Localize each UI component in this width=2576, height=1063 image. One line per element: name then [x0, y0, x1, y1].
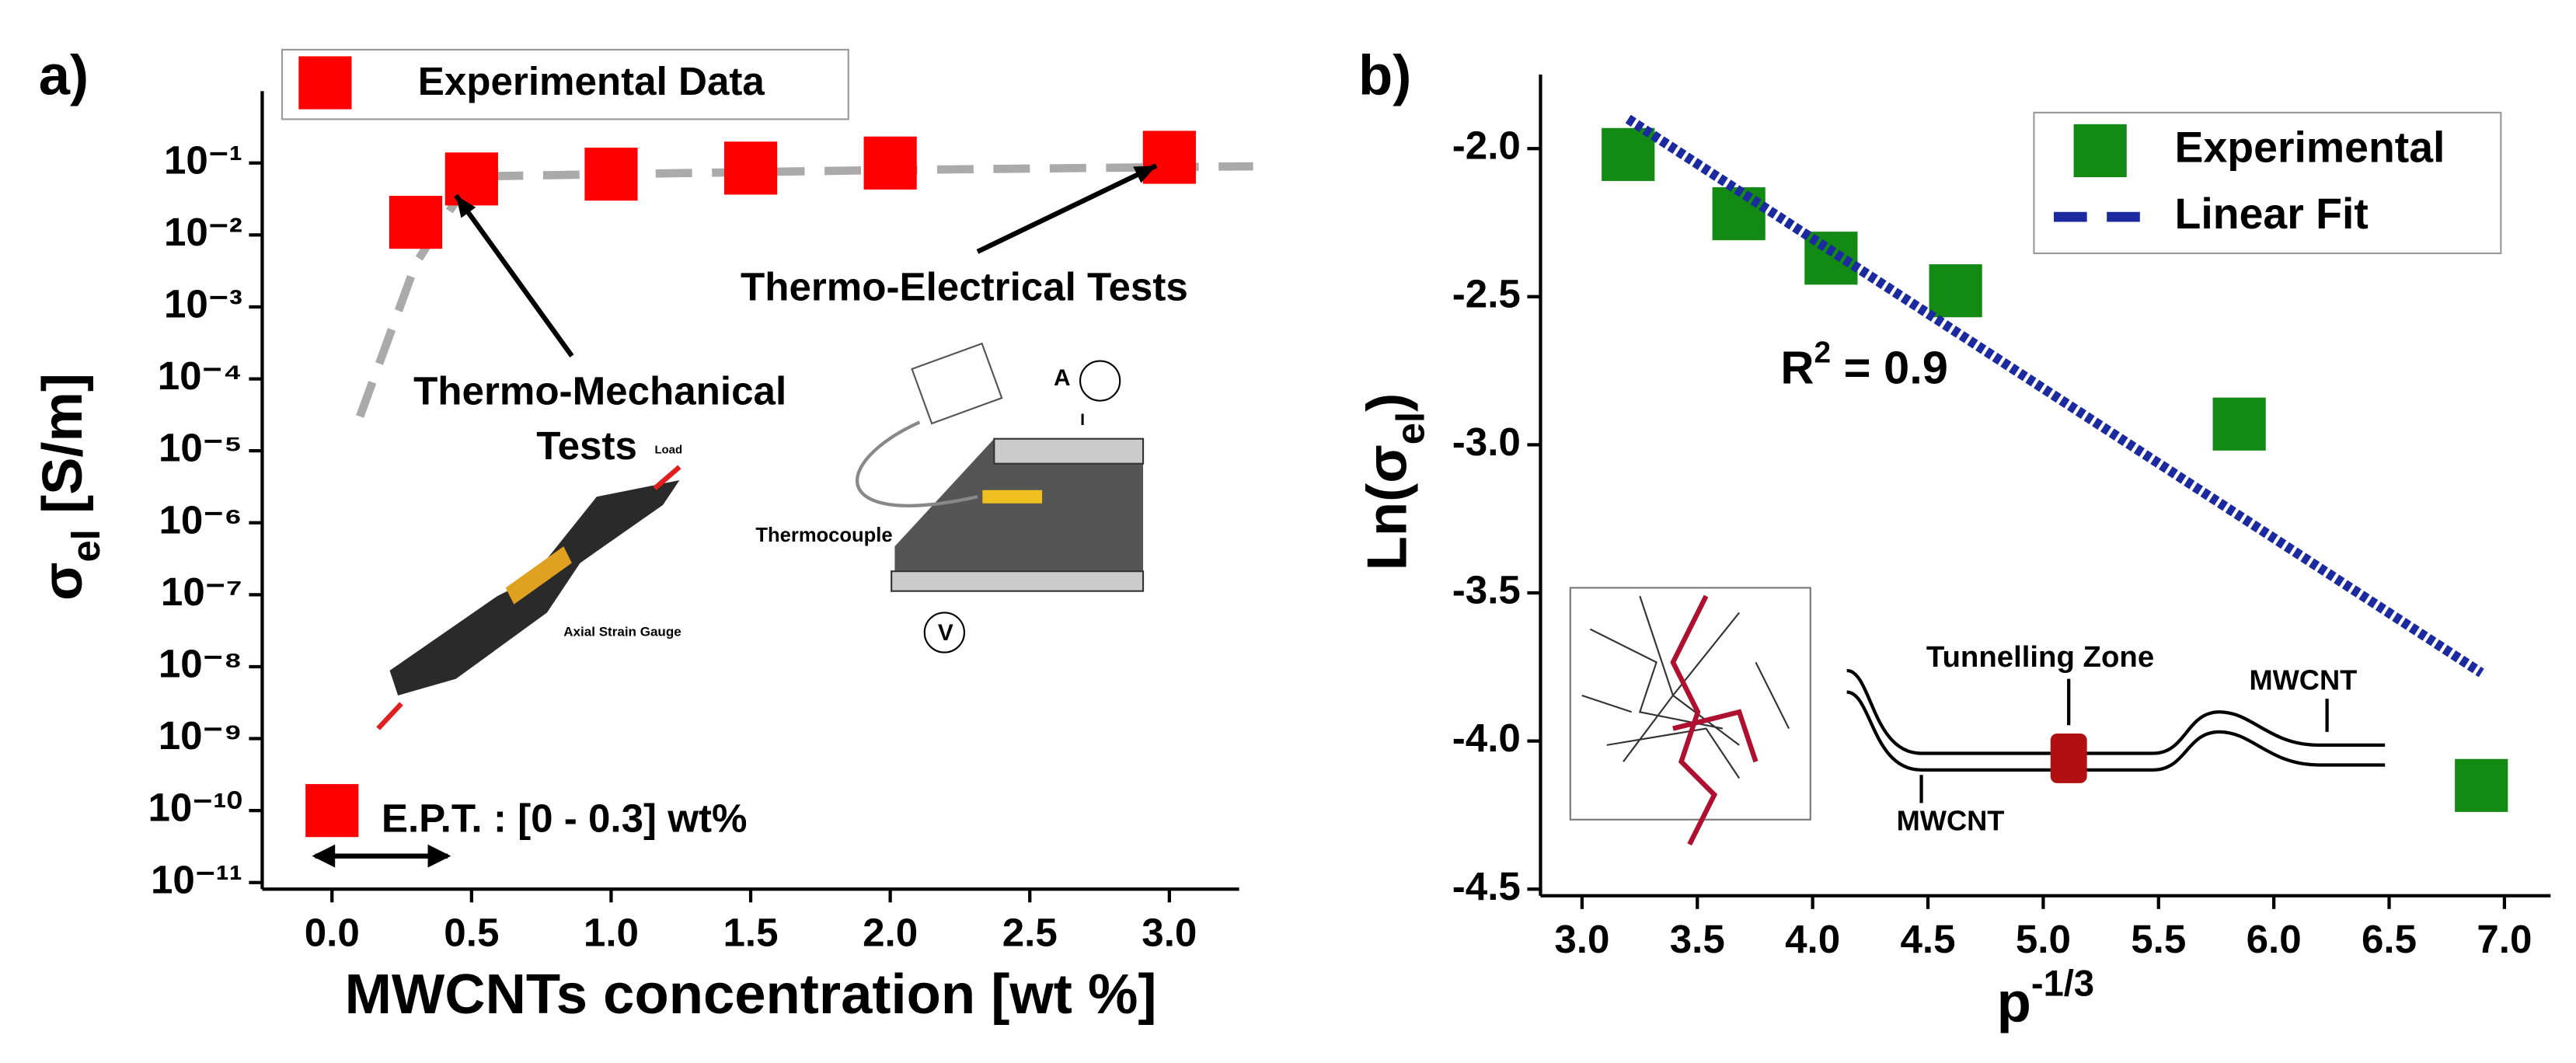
- inset-label: Axial Strain Gauge: [563, 624, 681, 639]
- x-axis-label-part: p: [1997, 971, 2031, 1034]
- network-illustration: [1569, 587, 2386, 846]
- y-axis-label-part: ): [1356, 393, 1419, 412]
- y-tick-label: 10⁻⁵: [159, 426, 242, 470]
- point: [305, 784, 359, 838]
- x-axis-label-part: -1/3: [2031, 962, 2094, 1003]
- y-tick-label: 10⁻¹⁰: [148, 786, 242, 830]
- arrow: [454, 193, 574, 358]
- point: [584, 148, 638, 201]
- point: [1142, 131, 1196, 184]
- y-tick-label: 10⁻¹: [164, 138, 242, 182]
- y-tick-label: 10⁻³: [164, 281, 242, 326]
- x-tick-label: 3.5: [1670, 917, 1725, 961]
- r-squared-part: 2: [1814, 336, 1832, 369]
- panel-label: a): [39, 44, 89, 106]
- point: [2455, 758, 2508, 812]
- y-axis-label: σel [S/m]: [31, 373, 108, 601]
- x-tick-label: 1.0: [584, 910, 639, 954]
- x-tick-label: 3.0: [1554, 917, 1609, 961]
- x-tick-label: 3.0: [1142, 910, 1197, 954]
- x-axis-label: p-1/3: [1997, 962, 2094, 1033]
- point: [1929, 264, 1982, 318]
- y-tick-label: -3.0: [1452, 420, 1521, 464]
- x-tick-label: 4.5: [1900, 917, 1955, 961]
- annotation: Thermo-Electrical Tests: [741, 264, 1188, 308]
- y-tick-label: -4.5: [1452, 864, 1521, 908]
- inset-label: A: [1054, 365, 1071, 391]
- r-squared-part: R: [1780, 341, 1814, 393]
- y-tick-label: -3.5: [1452, 568, 1521, 612]
- y-axis-label-part: el: [64, 529, 108, 562]
- r-squared-part: = 0.9: [1831, 341, 1948, 393]
- r-squared: R2 = 0.9: [1780, 336, 1948, 393]
- fit-line: [1625, 114, 2484, 678]
- point: [389, 195, 443, 249]
- legend-swatch: [298, 56, 352, 110]
- y-tick-label: 10⁻⁷: [161, 570, 242, 614]
- x-tick-label: 2.5: [1002, 910, 1058, 954]
- x-tick-label: 6.5: [2362, 917, 2417, 961]
- arrow: [976, 163, 1158, 254]
- legend-label: Experimental: [2175, 124, 2445, 172]
- x-tick-label: 1.5: [723, 910, 779, 954]
- y-tick-label: 10⁻⁴: [158, 354, 242, 398]
- y-axis-label-part: Ln(σ: [1356, 444, 1419, 570]
- y-axis-label-part: σ: [31, 562, 94, 601]
- y-tick-label: 10⁻⁹: [159, 713, 242, 758]
- y-tick-label: 10⁻²: [164, 210, 242, 254]
- y-tick-label: -2.0: [1452, 124, 1521, 168]
- y-tick-label: 10⁻⁶: [159, 497, 242, 542]
- y-axis-label: Ln(σel): [1356, 393, 1433, 571]
- inset-label: MWCNT: [2249, 664, 2357, 695]
- point: [444, 152, 498, 206]
- y-tick-label: 10⁻⁸: [159, 641, 242, 685]
- fit-line: [356, 162, 1253, 418]
- x-tick-label: 6.0: [2247, 917, 2302, 961]
- annotation: E.P.T. : [0 - 0.3] wt%: [382, 796, 748, 840]
- inset-label: Thermocouple: [755, 525, 892, 546]
- y-tick-label: -4.0: [1452, 716, 1521, 760]
- x-tick-label: 2.0: [863, 910, 918, 954]
- point: [863, 136, 917, 190]
- arrowhead: [312, 844, 336, 868]
- annotation: Thermo-Mechanical: [413, 369, 786, 413]
- x-tick-label: 0.0: [305, 910, 360, 954]
- inset-label: Tunnelling Zone: [1926, 640, 2154, 674]
- point: [723, 141, 778, 195]
- x-tick-label: 0.5: [444, 910, 499, 954]
- thermo-illustration: [856, 342, 1145, 653]
- tensile-illustration: [376, 465, 681, 730]
- legend-label: Experimental Data: [418, 59, 765, 103]
- arrowhead: [1133, 166, 1157, 183]
- panel-label: b): [1358, 44, 1411, 106]
- y-axis-label-part: [S/m]: [31, 373, 94, 529]
- arrowhead: [455, 195, 476, 218]
- y-axis-label-part: el: [1389, 412, 1433, 444]
- x-tick-label: 4.0: [1785, 917, 1840, 961]
- inset-label: Load: [654, 444, 682, 457]
- y-tick-label: 10⁻¹¹: [151, 857, 242, 901]
- x-tick-label: 5.5: [2131, 917, 2186, 961]
- x-axis-label: MWCNTs concentration [wt %]: [345, 963, 1157, 1026]
- point: [2212, 397, 2266, 451]
- y-tick-label: -2.5: [1452, 271, 1521, 315]
- x-tick-label: 7.0: [2477, 917, 2532, 961]
- x-tick-label: 5.0: [2016, 917, 2071, 961]
- inset-label: MWCNT: [1897, 805, 2005, 837]
- arrowhead: [427, 844, 451, 868]
- inset-label: I: [1080, 410, 1085, 429]
- point: [1602, 127, 1655, 181]
- legend-box: [281, 48, 849, 120]
- inset-label: V: [938, 620, 953, 646]
- annotation: Tests: [536, 423, 637, 468]
- legend-swatch: [2073, 124, 2127, 177]
- legend-label: Linear Fit: [2175, 190, 2369, 238]
